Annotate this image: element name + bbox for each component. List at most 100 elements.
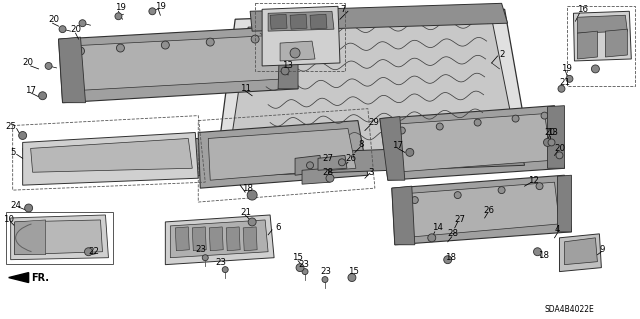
Text: 13: 13	[282, 62, 293, 70]
Circle shape	[558, 85, 565, 92]
Polygon shape	[577, 31, 597, 59]
Text: 24: 24	[11, 201, 22, 210]
Circle shape	[248, 218, 256, 226]
Circle shape	[59, 26, 66, 33]
Circle shape	[290, 48, 300, 58]
Polygon shape	[243, 227, 257, 251]
Circle shape	[307, 162, 314, 169]
Text: 4: 4	[554, 226, 560, 234]
Text: 18: 18	[445, 253, 456, 262]
Polygon shape	[270, 14, 287, 29]
Polygon shape	[22, 138, 205, 182]
Circle shape	[38, 92, 47, 100]
Circle shape	[444, 256, 452, 264]
Polygon shape	[280, 41, 315, 61]
Polygon shape	[380, 117, 405, 180]
Text: 18: 18	[538, 251, 548, 260]
Polygon shape	[318, 155, 347, 170]
Text: 17: 17	[25, 86, 36, 95]
Text: 9: 9	[600, 245, 605, 254]
Polygon shape	[564, 238, 597, 265]
Polygon shape	[228, 18, 518, 160]
Circle shape	[398, 127, 405, 134]
Text: 20: 20	[554, 144, 566, 153]
Polygon shape	[250, 3, 508, 31]
Polygon shape	[392, 175, 572, 245]
Polygon shape	[209, 227, 223, 251]
Polygon shape	[557, 175, 572, 232]
Circle shape	[541, 112, 548, 119]
Text: 3: 3	[368, 168, 373, 177]
Polygon shape	[390, 114, 552, 172]
Polygon shape	[15, 220, 102, 255]
Polygon shape	[59, 37, 86, 103]
Text: 28: 28	[448, 229, 459, 238]
Polygon shape	[15, 220, 45, 255]
Circle shape	[548, 139, 555, 146]
Polygon shape	[31, 138, 192, 172]
Text: 23: 23	[195, 245, 206, 254]
Text: 25: 25	[6, 122, 17, 131]
Polygon shape	[400, 182, 559, 238]
Text: 21: 21	[559, 78, 570, 87]
Circle shape	[302, 269, 308, 275]
Polygon shape	[192, 227, 206, 251]
Circle shape	[296, 264, 304, 271]
Circle shape	[161, 41, 170, 49]
Bar	[255, 3, 345, 71]
Circle shape	[339, 159, 346, 166]
Polygon shape	[11, 215, 108, 260]
Polygon shape	[573, 11, 631, 61]
Polygon shape	[31, 145, 196, 175]
Text: 13: 13	[547, 128, 559, 137]
Polygon shape	[577, 15, 627, 33]
Circle shape	[25, 204, 33, 212]
Circle shape	[512, 115, 519, 122]
Circle shape	[322, 277, 328, 283]
Circle shape	[591, 65, 600, 73]
Circle shape	[115, 13, 122, 20]
Circle shape	[412, 197, 419, 204]
Polygon shape	[268, 11, 334, 31]
Polygon shape	[68, 35, 285, 91]
Circle shape	[281, 67, 289, 75]
Text: SDA4B4022E: SDA4B4022E	[545, 305, 595, 314]
Circle shape	[35, 154, 43, 162]
Polygon shape	[226, 227, 240, 251]
Text: 8: 8	[358, 140, 364, 149]
Circle shape	[251, 35, 259, 43]
Polygon shape	[208, 129, 356, 180]
Text: 26: 26	[345, 154, 356, 163]
Polygon shape	[380, 106, 564, 180]
Text: 23: 23	[320, 267, 331, 276]
Text: 20: 20	[22, 58, 34, 67]
Polygon shape	[215, 9, 532, 175]
Circle shape	[45, 63, 52, 70]
Circle shape	[77, 47, 84, 55]
Polygon shape	[9, 273, 29, 283]
Text: 23: 23	[298, 260, 309, 269]
Text: 12: 12	[527, 176, 538, 185]
Polygon shape	[165, 215, 274, 265]
Circle shape	[158, 145, 166, 152]
Circle shape	[556, 152, 563, 159]
Circle shape	[149, 8, 156, 15]
Polygon shape	[59, 26, 298, 103]
Polygon shape	[605, 29, 627, 57]
Circle shape	[543, 138, 552, 146]
Circle shape	[566, 75, 573, 82]
Text: 19: 19	[561, 64, 572, 73]
Text: 7: 7	[340, 5, 346, 14]
Circle shape	[247, 190, 257, 200]
Polygon shape	[392, 186, 415, 245]
Circle shape	[406, 148, 414, 156]
Text: FR.: FR.	[31, 272, 49, 283]
Circle shape	[206, 38, 214, 46]
Text: 20: 20	[545, 128, 556, 137]
Polygon shape	[262, 6, 340, 66]
Text: 11: 11	[240, 84, 251, 93]
Text: 28: 28	[322, 168, 333, 177]
Polygon shape	[310, 14, 327, 29]
Circle shape	[79, 20, 86, 27]
Circle shape	[84, 248, 93, 256]
